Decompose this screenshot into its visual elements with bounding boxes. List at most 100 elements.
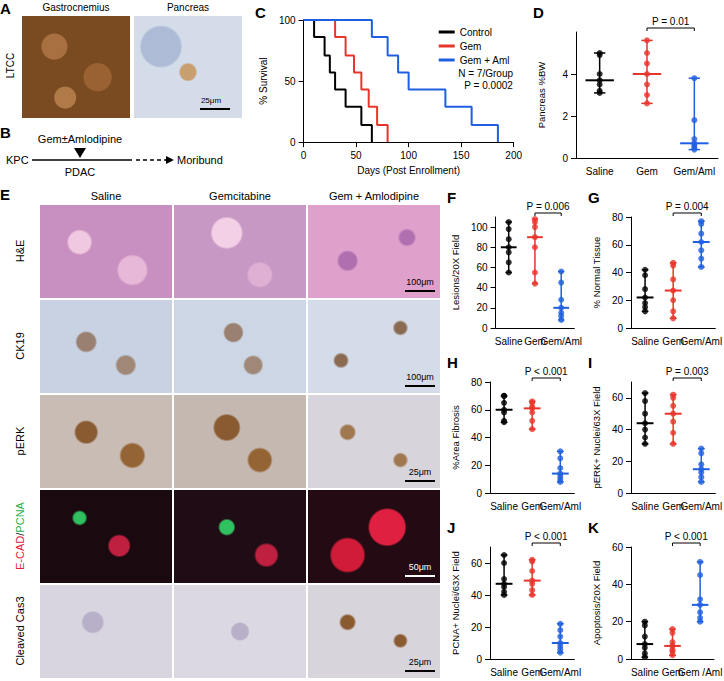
svg-text:Saline: Saline — [495, 336, 523, 347]
svg-text:60: 60 — [612, 392, 624, 403]
svg-text:P < 0.001: P < 0.001 — [525, 531, 568, 542]
svg-text:0: 0 — [482, 323, 488, 334]
svg-text:P = 0.0002: P = 0.0002 — [464, 80, 513, 91]
svg-text:200: 200 — [505, 150, 522, 161]
svg-text:20: 20 — [612, 616, 624, 627]
svg-text:PCNA+ Nuclei/63X Field: PCNA+ Nuclei/63X Field — [450, 551, 461, 655]
svg-text:0: 0 — [617, 488, 623, 499]
svg-text:P = 0.004: P = 0.004 — [666, 201, 709, 212]
svg-text:80: 80 — [612, 212, 624, 223]
svg-text:0: 0 — [476, 488, 482, 499]
svg-text:Gem: Gem — [524, 335, 546, 347]
svg-text:Pancreas %BW: Pancreas %BW — [536, 62, 547, 129]
html-text:H&E: H&E — [14, 239, 26, 262]
svg-text:Days (Post Enrollment): Days (Post Enrollment) — [357, 165, 460, 176]
html-text:pERK: pERK — [14, 426, 26, 455]
svg-text:40: 40 — [612, 424, 624, 435]
html-text:E-CAD: E-CAD — [14, 535, 26, 570]
svg-text:I: I — [588, 354, 592, 371]
svg-text:F: F — [447, 189, 456, 206]
svg-text:Gem/Aml: Gem/Aml — [680, 336, 722, 347]
svg-text:Gem + Aml: Gem + Aml — [460, 55, 510, 66]
svg-text:20: 20 — [476, 302, 488, 313]
svg-text:Moribund: Moribund — [177, 154, 223, 166]
svg-text:20: 20 — [612, 295, 624, 306]
html-text:PCNA: PCNA — [14, 501, 26, 533]
svg-text:N = 7/Group: N = 7/Group — [458, 68, 513, 79]
svg-text:Gem/Aml: Gem/Aml — [540, 336, 582, 347]
html-text:Gem + Amlodipine: Gem + Amlodipine — [328, 190, 420, 202]
svg-text:Saline: Saline — [631, 667, 659, 678]
svg-text:Gem/Aml: Gem/Aml — [680, 501, 722, 512]
svg-text:Gem: Gem — [636, 166, 658, 177]
svg-text:Gem/Aml: Gem/Aml — [539, 501, 581, 512]
svg-text:20: 20 — [471, 622, 483, 633]
svg-text:0: 0 — [301, 150, 307, 161]
svg-text:Gem: Gem — [521, 500, 543, 512]
svg-text:40: 40 — [612, 579, 624, 590]
svg-text:Gem /Aml: Gem /Aml — [678, 667, 722, 678]
svg-text:0: 0 — [617, 654, 623, 665]
svg-text:P = 0.01: P = 0.01 — [652, 16, 690, 27]
svg-text:Control: Control — [460, 27, 492, 38]
html-text:Gemcitabine: Gemcitabine — [209, 190, 271, 202]
svg-text:H: H — [447, 354, 458, 371]
svg-text:J: J — [447, 519, 455, 536]
svg-text:% Normal Tissue: % Normal Tissue — [591, 237, 602, 309]
svg-text:20: 20 — [471, 460, 483, 471]
svg-text:Saline: Saline — [490, 667, 518, 678]
svg-text:50: 50 — [284, 76, 296, 87]
svg-text:PDAC: PDAC — [65, 166, 96, 178]
svg-text:K: K — [588, 519, 599, 536]
svg-text:100: 100 — [471, 222, 488, 233]
svg-text:60: 60 — [476, 262, 488, 273]
svg-text:0: 0 — [290, 137, 296, 148]
svg-text:P < 0.001: P < 0.001 — [665, 531, 708, 542]
svg-text:60: 60 — [612, 239, 624, 250]
svg-text:Saline: Saline — [586, 166, 614, 177]
svg-text:0: 0 — [476, 654, 482, 665]
svg-text:Saline: Saline — [490, 501, 518, 512]
svg-text:Lesions/20X Field: Lesions/20X Field — [450, 235, 461, 311]
svg-text:Saline: Saline — [631, 336, 659, 347]
svg-text:60: 60 — [471, 558, 483, 569]
svg-text:Gem: Gem — [662, 335, 684, 347]
svg-text:40: 40 — [476, 282, 488, 293]
svg-text:0: 0 — [617, 323, 623, 334]
svg-text:Apoptosis/20X Field: Apoptosis/20X Field — [591, 561, 602, 646]
svg-text:40: 40 — [471, 590, 483, 601]
svg-text:Gem/Aml: Gem/Aml — [539, 667, 581, 678]
svg-text:40: 40 — [612, 267, 624, 278]
svg-text:P = 0.006: P = 0.006 — [527, 201, 570, 212]
svg-text:% Survival: % Survival — [258, 57, 269, 104]
svg-text:80: 80 — [471, 377, 483, 388]
svg-text:P = 0.003: P = 0.003 — [666, 366, 709, 377]
svg-text:4: 4 — [562, 69, 568, 80]
svg-text:60: 60 — [612, 542, 624, 553]
svg-text:20: 20 — [612, 456, 624, 467]
svg-text:G: G — [588, 189, 600, 206]
svg-text:50: 50 — [351, 150, 363, 161]
svg-text:Gem±Amlodipine: Gem±Amlodipine — [38, 133, 122, 145]
svg-text:Saline: Saline — [631, 501, 659, 512]
svg-text:2: 2 — [562, 111, 568, 122]
html-text:CK19: CK19 — [14, 331, 26, 360]
svg-text:150: 150 — [453, 150, 470, 161]
svg-text:60: 60 — [471, 404, 483, 415]
svg-text:40: 40 — [471, 432, 483, 443]
svg-text:P < 0.001: P < 0.001 — [525, 366, 568, 377]
svg-text:pERK+ Nuclei/63X Field: pERK+ Nuclei/63X Field — [591, 386, 602, 488]
svg-text:D: D — [533, 4, 544, 21]
svg-text:0: 0 — [562, 153, 568, 164]
svg-text:Gem: Gem — [460, 41, 482, 52]
svg-text:100: 100 — [400, 150, 417, 161]
svg-text:Gem/Aml: Gem/Aml — [673, 166, 715, 177]
html-text:LTCC: LTCC — [4, 52, 16, 79]
svg-text:100: 100 — [279, 15, 296, 26]
html-text:Saline: Saline — [90, 190, 122, 202]
html-text:Cleaved Cas3: Cleaved Cas3 — [14, 596, 26, 665]
svg-text:KPC: KPC — [6, 154, 29, 166]
svg-text:C: C — [255, 4, 266, 21]
svg-text:%Area Fibrosis: %Area Fibrosis — [450, 405, 461, 470]
svg-text:80: 80 — [476, 242, 488, 253]
